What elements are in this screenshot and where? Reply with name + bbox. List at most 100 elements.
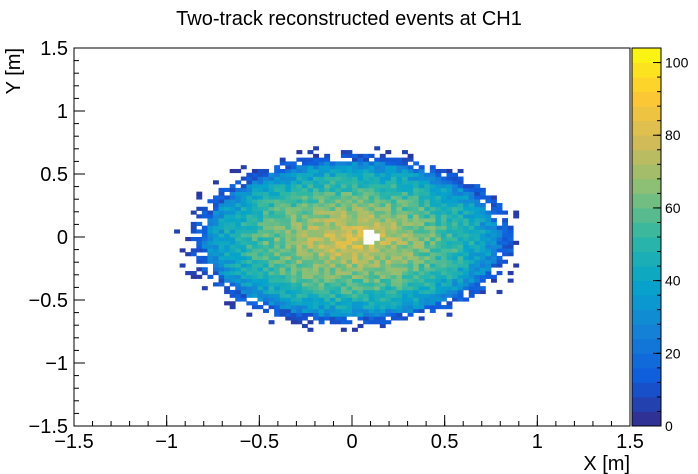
heatmap-cell <box>491 206 497 211</box>
heatmap-cell <box>390 293 397 298</box>
heatmap-cell <box>240 263 247 268</box>
heatmap-cell <box>301 267 308 272</box>
heatmap-cell <box>240 206 247 211</box>
heatmap-cell <box>507 248 514 253</box>
heatmap-cell <box>235 210 242 215</box>
heatmap-cell <box>224 233 231 238</box>
heatmap-cell <box>251 244 258 249</box>
heatmap-cell <box>335 229 342 234</box>
heatmap-cell <box>296 297 303 302</box>
heatmap-cell <box>324 293 331 298</box>
heatmap-cell <box>251 214 258 219</box>
heatmap-cell <box>440 202 447 208</box>
heatmap-cell <box>285 259 292 264</box>
heatmap-cell <box>368 206 375 211</box>
heatmap-cell <box>368 255 375 261</box>
heatmap-cell <box>385 263 392 268</box>
heatmap-cell <box>352 308 358 313</box>
heatmap-cell <box>390 233 397 238</box>
heatmap-cell <box>335 191 342 196</box>
heatmap-cell <box>340 312 347 317</box>
heatmap-cell <box>229 218 236 223</box>
palette-segment <box>632 77 661 93</box>
heatmap-cell <box>251 259 258 264</box>
heatmap-cell <box>285 297 292 302</box>
heatmap-cell <box>285 252 292 257</box>
palette-segment <box>632 237 661 252</box>
heatmap-cell <box>479 221 486 227</box>
heatmap-cell <box>307 168 314 174</box>
heatmap-cell <box>301 289 308 295</box>
heatmap-cell <box>429 195 436 200</box>
heatmap-cell <box>357 191 364 196</box>
heatmap-cell <box>246 278 253 283</box>
heatmap-cell <box>240 210 247 215</box>
heatmap-cell <box>440 210 447 215</box>
heatmap-cell <box>374 180 381 185</box>
heatmap-cell <box>435 180 442 185</box>
heatmap-cell <box>385 259 392 264</box>
heatmap-cell <box>374 312 381 317</box>
heatmap-cell <box>301 274 308 279</box>
heatmap-cell <box>240 274 247 279</box>
heatmap-cell <box>335 225 342 230</box>
heatmap-cell <box>218 244 225 249</box>
heatmap-cell <box>352 244 358 249</box>
heatmap-cell <box>301 271 308 276</box>
heatmap-cell <box>213 244 219 249</box>
heatmap-cell <box>335 267 342 272</box>
heatmap-cell <box>352 263 358 268</box>
heatmap-cell <box>368 161 375 166</box>
heatmap-cell <box>424 229 431 234</box>
heatmap-cell <box>324 282 331 287</box>
palette-segment <box>632 106 661 122</box>
heatmap-cell <box>502 229 509 234</box>
heatmap-cell <box>324 206 331 211</box>
heatmap-cell <box>379 297 386 302</box>
heatmap-cell <box>279 252 286 257</box>
heatmap-cell <box>263 278 269 283</box>
heatmap-cell <box>468 289 475 295</box>
heatmap-cell <box>390 221 397 227</box>
heatmap-cell <box>368 195 375 200</box>
heatmap-cell <box>229 233 236 238</box>
heatmap-cell <box>346 187 353 192</box>
heatmap-cell <box>368 153 375 158</box>
heatmap-cell <box>290 233 297 238</box>
heatmap-cell <box>251 274 258 279</box>
heatmap-cell <box>379 323 386 329</box>
heatmap-cell <box>313 267 319 272</box>
heatmap-cell <box>290 202 297 208</box>
heatmap-cell <box>429 248 436 253</box>
heatmap-cell <box>413 221 420 227</box>
heatmap-cell <box>285 301 292 306</box>
heatmap-cell <box>457 248 464 253</box>
heatmap-cell <box>368 293 375 298</box>
heatmap-cell <box>246 218 253 223</box>
heatmap-cell <box>318 225 325 230</box>
heatmap-cell <box>479 210 486 215</box>
heatmap-cell <box>363 305 370 310</box>
heatmap-cell <box>407 252 414 257</box>
heatmap-cell <box>318 259 325 264</box>
heatmap-cell <box>457 289 464 295</box>
heatmap-cell <box>324 176 331 181</box>
heatmap-cell <box>235 240 242 245</box>
palette-segment <box>632 207 661 223</box>
heatmap-cell <box>357 271 364 276</box>
heatmap-cell <box>313 161 319 166</box>
heatmap-cell <box>307 237 314 242</box>
heatmap-cell <box>357 165 364 170</box>
heatmap-cell <box>424 187 431 192</box>
heatmap-cell <box>313 316 319 321</box>
heatmap-cell <box>413 195 420 200</box>
heatmap-cell <box>240 244 247 249</box>
heatmap-cell <box>329 259 336 264</box>
heatmap-cell <box>329 176 336 181</box>
heatmap-cell <box>274 274 281 279</box>
heatmap-cell <box>402 255 408 261</box>
heatmap-cell <box>379 271 386 276</box>
heatmap-cell <box>402 259 408 264</box>
heatmap-cell <box>368 308 375 313</box>
heatmap-cell <box>329 199 336 204</box>
